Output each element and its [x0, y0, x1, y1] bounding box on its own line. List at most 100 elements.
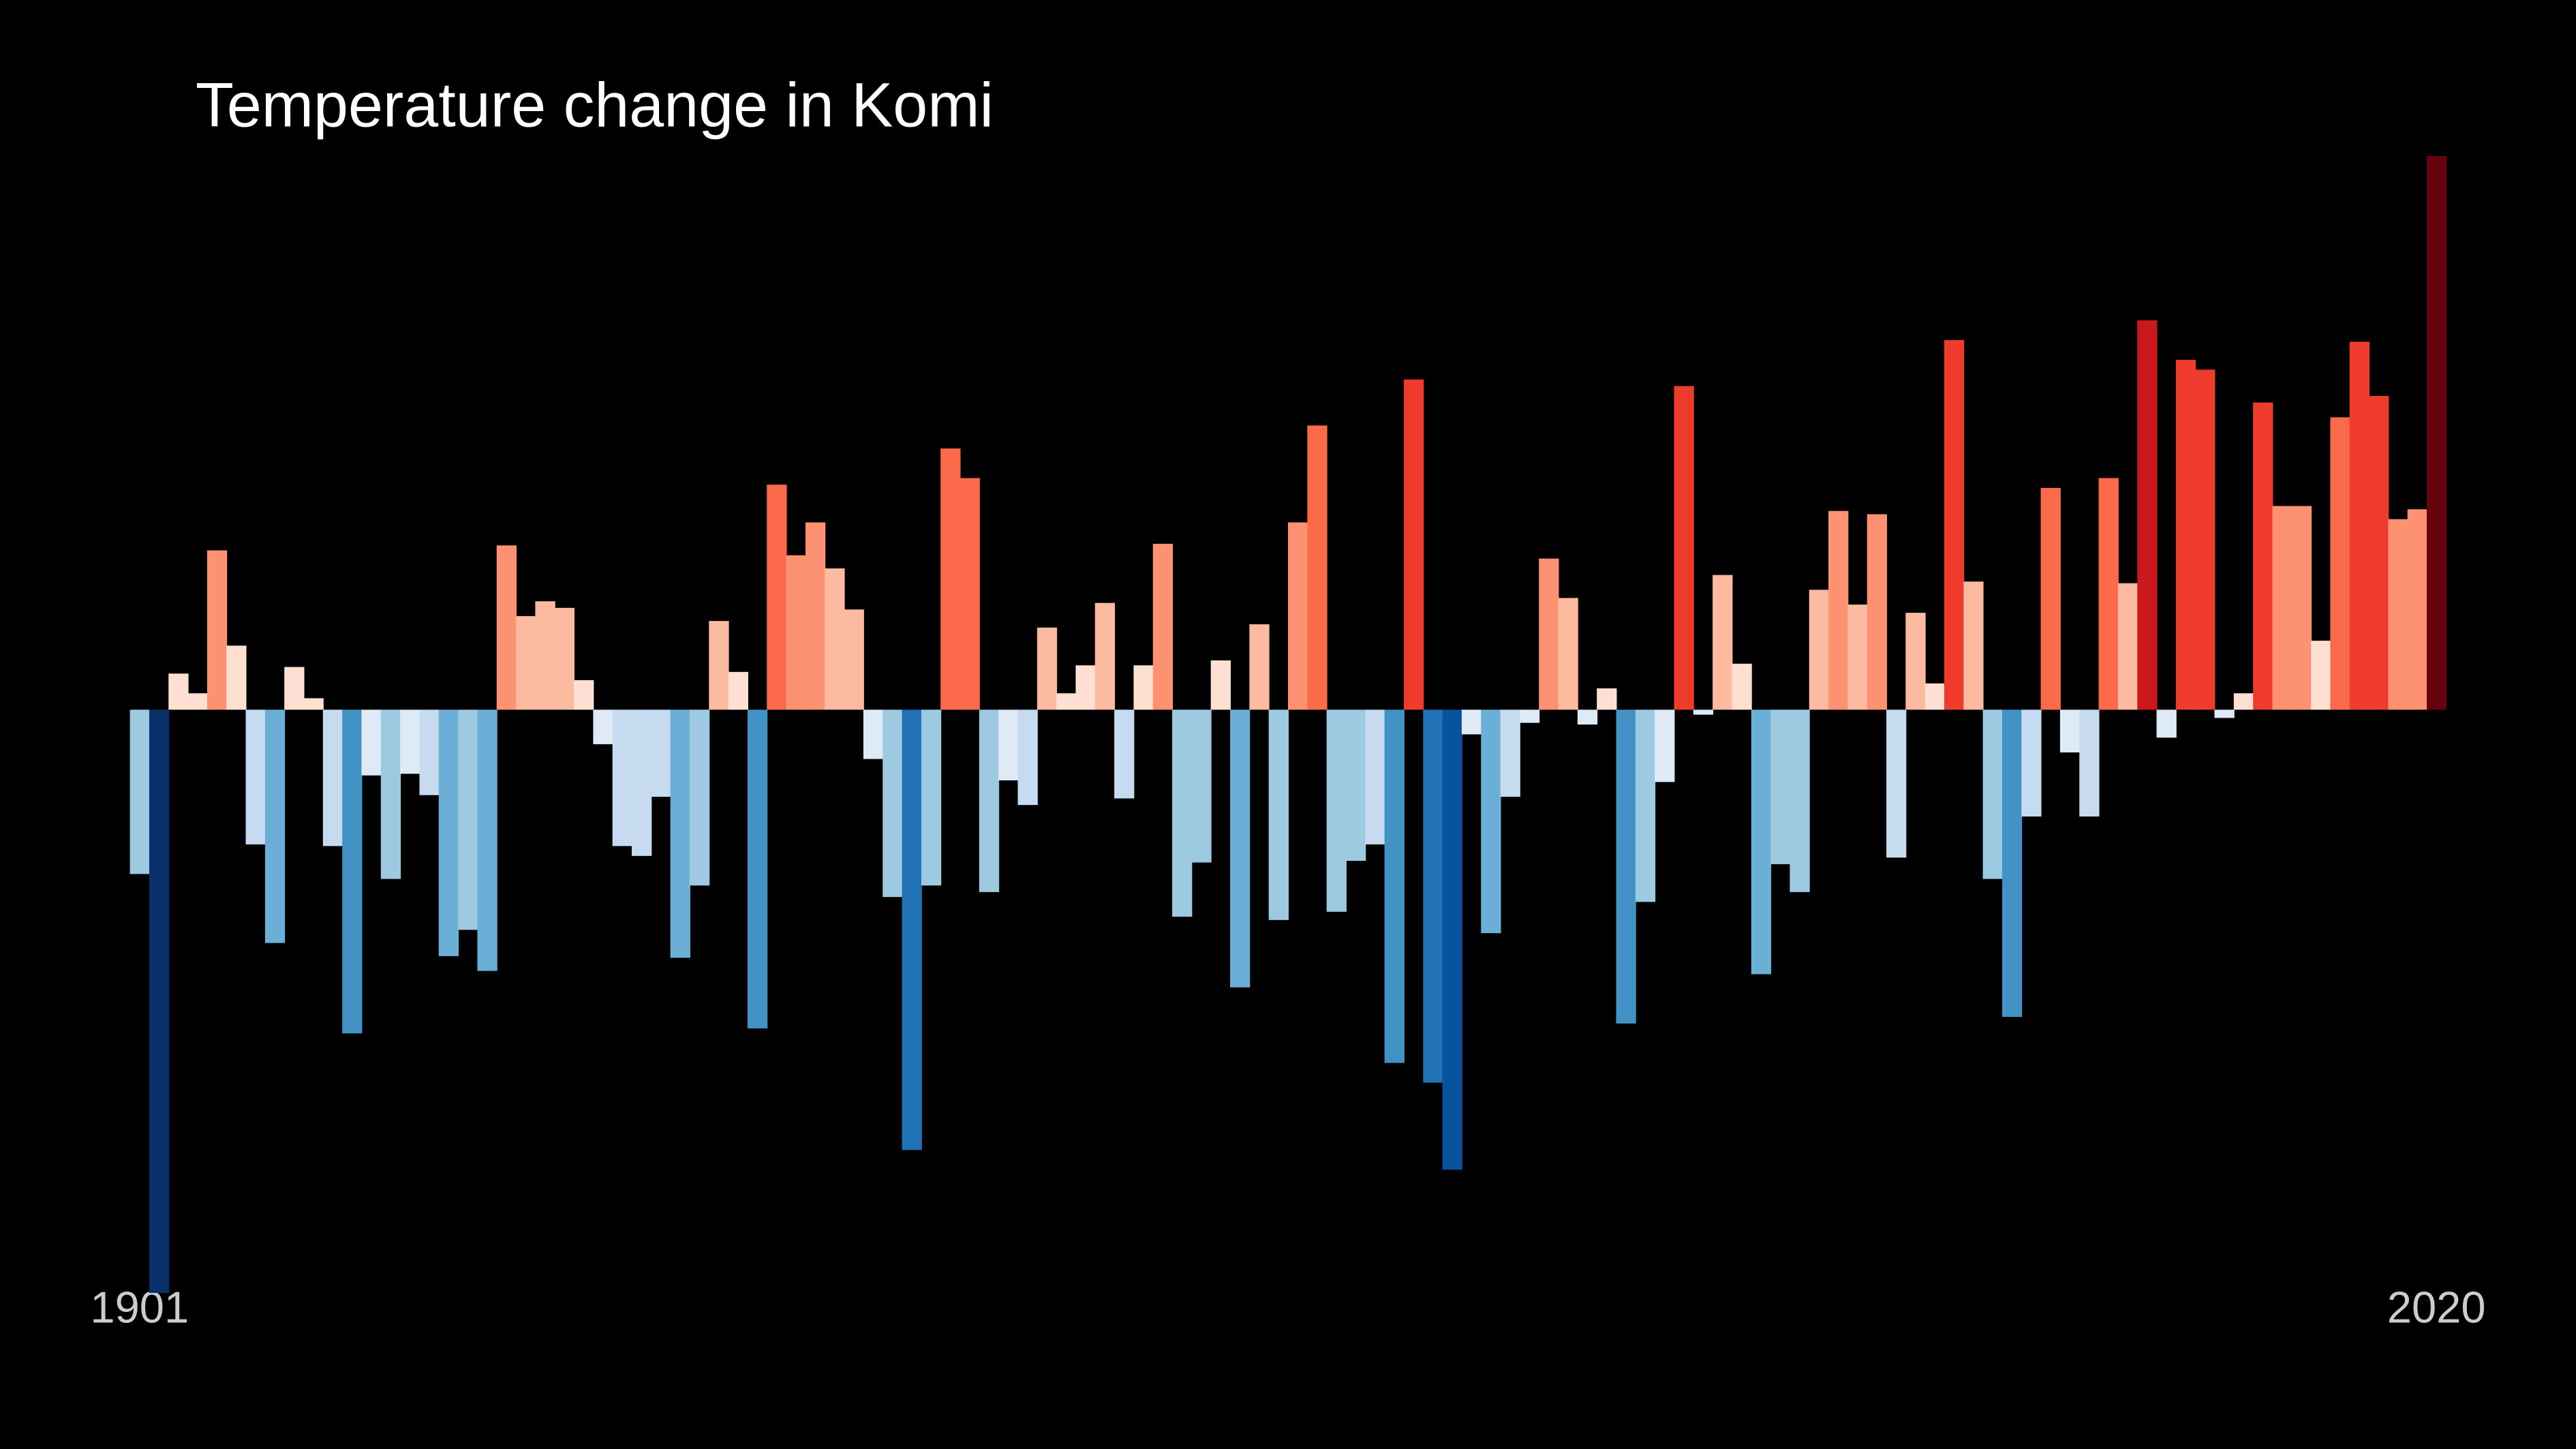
bar: [1655, 710, 1675, 782]
bar: [1345, 710, 1366, 861]
bar: [2388, 519, 2408, 710]
bar: [1423, 710, 1443, 1083]
bar: [2175, 359, 2196, 710]
bar: [2214, 710, 2235, 718]
bar: [1365, 710, 1385, 844]
bar: [1403, 379, 1424, 710]
bar: [2059, 710, 2081, 752]
bar: [921, 710, 942, 886]
bar: [747, 710, 768, 1028]
bar: [632, 710, 652, 856]
bar: [400, 710, 420, 774]
bar: [902, 710, 922, 1150]
bar: [2349, 341, 2370, 710]
bar: [2137, 320, 2158, 710]
x-tick-label: 2020: [2387, 1283, 2486, 1332]
bar: [303, 698, 324, 710]
bar: [2253, 402, 2273, 710]
x-tick-label: 1901: [90, 1283, 189, 1332]
bar: [1037, 627, 1058, 710]
bar: [1886, 710, 1907, 858]
bar: [1094, 603, 1116, 710]
bar: [574, 680, 594, 710]
bar: [593, 710, 613, 744]
bar: [187, 693, 208, 710]
bar: [1635, 710, 1656, 902]
bar: [1307, 425, 1328, 710]
bar: [226, 645, 247, 710]
bar: [1056, 693, 1077, 710]
bar: [2002, 710, 2023, 1018]
bar: [1558, 598, 1578, 710]
bar: [2098, 478, 2119, 710]
bar: [2117, 583, 2138, 710]
bar: [1732, 663, 1752, 710]
bar: [149, 710, 170, 1294]
bar: [2369, 395, 2389, 710]
bar: [651, 710, 671, 797]
bar: [1152, 543, 1174, 710]
bar: [361, 710, 382, 776]
bar: [342, 710, 363, 1034]
bar: [1017, 710, 1038, 806]
bar: [1982, 710, 2003, 879]
bar: [1384, 710, 1405, 1063]
bar: [825, 568, 845, 710]
bar: [1867, 514, 1887, 710]
bar: [1075, 665, 1096, 710]
bar: [1905, 613, 1926, 710]
bar: [670, 710, 690, 958]
bar: [477, 710, 497, 971]
bar: [2330, 417, 2350, 710]
bar: [554, 607, 575, 710]
bar: [264, 710, 286, 943]
bar: [1500, 710, 1520, 797]
bar: [612, 710, 632, 846]
bar: [960, 478, 980, 710]
bar: [1442, 710, 1462, 1170]
bar: [2427, 155, 2447, 710]
bar: [709, 621, 729, 710]
bar: [1847, 605, 1868, 710]
bar: [1577, 710, 1598, 724]
bar: [245, 710, 266, 844]
bar: [516, 615, 536, 710]
bar: [1114, 710, 1135, 799]
bar: [1172, 710, 1193, 917]
bar: [2272, 506, 2293, 710]
bar: [322, 710, 343, 846]
bar: [2407, 509, 2427, 710]
bar: [284, 667, 305, 710]
bar: [2311, 641, 2331, 710]
bar: [1539, 558, 1559, 710]
bar: [1461, 710, 1482, 735]
bar: [2291, 506, 2312, 710]
bar: [883, 710, 903, 898]
bar: [1210, 660, 1231, 710]
bar: [1288, 522, 1308, 710]
bar: [2156, 710, 2177, 738]
bar: [979, 710, 1000, 892]
bar: [2021, 710, 2042, 817]
bar: [458, 710, 478, 930]
bar: [844, 609, 864, 710]
bar: [496, 545, 517, 710]
bar: [1133, 665, 1154, 710]
bar: [129, 710, 150, 874]
bar: [786, 555, 806, 710]
bar: [1944, 339, 1965, 710]
bar: [1230, 710, 1251, 988]
bar: [1519, 710, 1540, 723]
bar: [2195, 369, 2215, 710]
bar: [206, 550, 228, 710]
bar: [1481, 710, 1501, 934]
bar: [380, 710, 401, 879]
bar: [2233, 693, 2254, 710]
bar: [438, 710, 459, 956]
bar: [1326, 710, 1347, 912]
bar: [1693, 710, 1714, 715]
bar: [2079, 710, 2100, 817]
bar: [1790, 710, 1810, 892]
bar: [863, 710, 884, 759]
